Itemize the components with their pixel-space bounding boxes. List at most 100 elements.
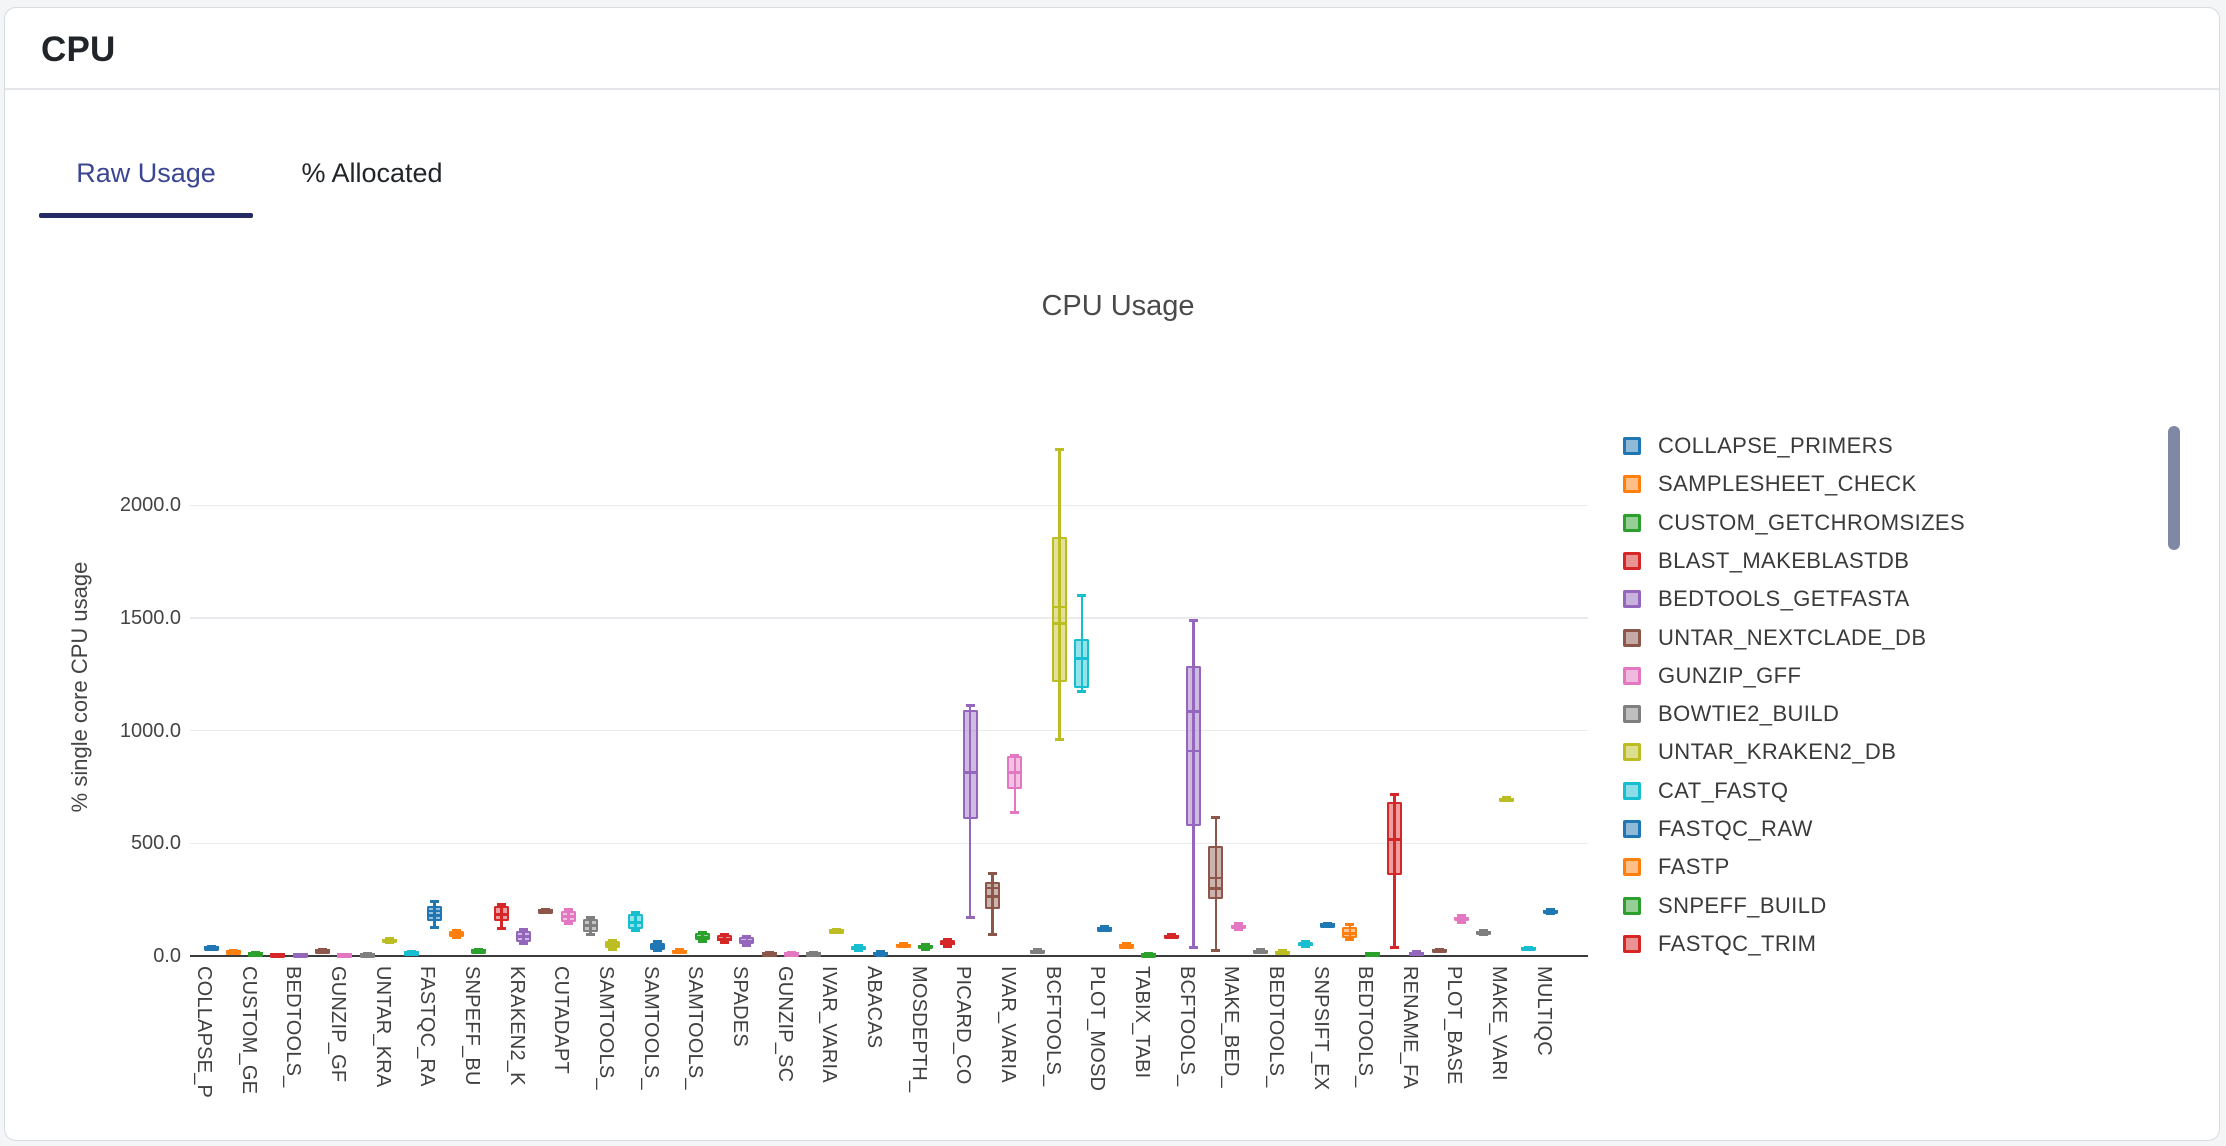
median-line xyxy=(694,936,710,940)
whisker-cap-high xyxy=(1166,932,1176,936)
x-tick-label: MAKE_BED_ xyxy=(1220,966,1243,1088)
legend-item[interactable]: UNTAR_NEXTCLADE_DB xyxy=(1623,623,1926,653)
legend-item-label: FASTQC_RAW xyxy=(1658,816,1813,841)
mean-line xyxy=(1188,749,1200,752)
x-tick-label: PICARD_CO xyxy=(952,966,975,1085)
legend-item-label: BEDTOOLS_GETFASTA xyxy=(1658,586,1910,612)
mean-line xyxy=(1054,605,1066,608)
legend-item-label: CAT_FASTQ xyxy=(1658,777,1789,803)
median-line xyxy=(1208,886,1224,890)
legend-swatch-icon xyxy=(1623,705,1641,724)
legend-item[interactable]: SNPEFF_BUILD xyxy=(1623,891,1827,921)
median-line xyxy=(1119,944,1135,948)
x-tick-label: CUTADAPT xyxy=(550,966,573,1074)
median-line xyxy=(248,951,264,955)
whisker-cap-low xyxy=(1233,927,1243,931)
legend-item[interactable]: UNTAR_KRAKEN2_DB xyxy=(1623,737,1896,767)
legend-item[interactable]: CAT_FASTQ xyxy=(1623,776,1788,806)
legend-item[interactable]: BEDTOOLS_GETFASTA xyxy=(1623,584,1910,614)
whisker-cap-high xyxy=(385,936,395,940)
whisker-cap-high xyxy=(720,932,730,936)
whisker-cap-low xyxy=(1389,946,1399,950)
legend-item[interactable]: FASTQC_TRIM xyxy=(1623,929,1816,959)
whisker-cap-low xyxy=(563,921,573,925)
legend-swatch-icon xyxy=(1623,781,1641,800)
whisker-cap-low xyxy=(608,947,618,951)
median-line xyxy=(337,953,353,957)
whisker-cap-high xyxy=(1546,908,1556,912)
x-tick-label: BCFTOOLS_ xyxy=(1041,966,1064,1087)
whisker-cap-high xyxy=(586,916,596,920)
tab-percent-allocated[interactable]: % Allocated xyxy=(301,157,443,188)
legend-item[interactable]: COLLAPSE_PRIMERS xyxy=(1623,431,1893,461)
median-line xyxy=(1074,657,1090,660)
x-tick-label: IVAR_VARIA xyxy=(996,966,1019,1083)
cpu-metrics-card: CPU Raw Usage % Allocated CPU Usage % si… xyxy=(4,7,2220,1141)
y-tick-label: 1000.0 xyxy=(119,719,181,742)
legend-swatch-icon xyxy=(1623,934,1641,953)
whisker-cap-high xyxy=(697,931,707,935)
legend-swatch-icon xyxy=(1623,743,1641,762)
whisker-cap-high xyxy=(921,943,931,947)
whisker-cap-high xyxy=(519,928,529,932)
tab-raw-usage[interactable]: Raw Usage xyxy=(76,157,216,188)
x-tick-label: MAKE_VARI xyxy=(1488,966,1511,1081)
whisker-cap-low xyxy=(1456,920,1466,924)
whisker-cap-high xyxy=(1345,923,1355,927)
legend-item[interactable]: BOWTIE2_BUILD xyxy=(1623,699,1839,729)
legend-item[interactable]: CUSTOM_GETCHROMSIZES xyxy=(1623,508,1965,538)
x-tick-label: SPADES xyxy=(728,966,751,1047)
median-line xyxy=(985,894,1001,898)
whisker-cap-high xyxy=(1389,793,1399,797)
legend-item[interactable]: FASTP xyxy=(1623,852,1730,882)
mean-line xyxy=(1210,877,1222,880)
median-line xyxy=(739,940,755,944)
median-line xyxy=(873,951,889,955)
median-line xyxy=(717,937,733,941)
whisker-cap-high xyxy=(563,908,573,912)
whisker-line xyxy=(1058,448,1061,740)
legend-swatch-icon xyxy=(1623,628,1641,647)
x-tick-label: GUNZIP_GF xyxy=(326,966,349,1083)
legend-swatch-icon xyxy=(1623,551,1641,570)
card-title: CPU xyxy=(41,30,116,69)
median-line xyxy=(1320,923,1335,927)
median-line xyxy=(962,770,978,774)
legend-item[interactable]: BLAST_MAKEBLASTDB xyxy=(1623,546,1909,576)
median-line xyxy=(1297,942,1313,946)
legend-item[interactable]: SAMPLESHEET_CHECK xyxy=(1623,469,1917,499)
iqr-box xyxy=(1208,846,1224,899)
median-line xyxy=(1386,838,1402,842)
median-line xyxy=(292,953,308,957)
median-line xyxy=(538,909,554,913)
header-divider xyxy=(5,88,2219,90)
median-line xyxy=(203,946,219,950)
median-line xyxy=(1052,622,1068,626)
iqr-box xyxy=(962,710,978,819)
median-line xyxy=(449,932,465,936)
median-line xyxy=(895,943,911,947)
x-tick-label: SNPEFF_BU xyxy=(460,966,483,1086)
whisker-cap-low xyxy=(720,941,730,945)
median-line xyxy=(1141,952,1157,956)
median-line xyxy=(1342,931,1358,935)
whisker-cap-high xyxy=(1479,929,1489,933)
whisker-line xyxy=(991,873,994,935)
median-line xyxy=(1275,950,1291,954)
whisker-cap-high xyxy=(1122,942,1132,946)
median-line xyxy=(672,949,688,953)
median-line xyxy=(1364,952,1380,956)
median-line xyxy=(493,912,509,916)
whisker-cap-high xyxy=(1099,925,1109,929)
x-axis-line xyxy=(190,954,1588,958)
whisker-cap-low xyxy=(1300,944,1310,948)
whisker-cap-high xyxy=(943,938,953,942)
whisker-cap-low xyxy=(1055,737,1065,741)
whisker-cap-low xyxy=(742,943,752,947)
whisker-line xyxy=(1393,794,1396,949)
legend-item[interactable]: FASTQC_RAW xyxy=(1623,814,1813,844)
median-line xyxy=(1253,949,1268,953)
legend-item[interactable]: GUNZIP_GFF xyxy=(1623,661,1801,691)
whisker-cap-high xyxy=(1055,447,1065,451)
legend-scrollbar-thumb[interactable] xyxy=(2168,426,2180,550)
